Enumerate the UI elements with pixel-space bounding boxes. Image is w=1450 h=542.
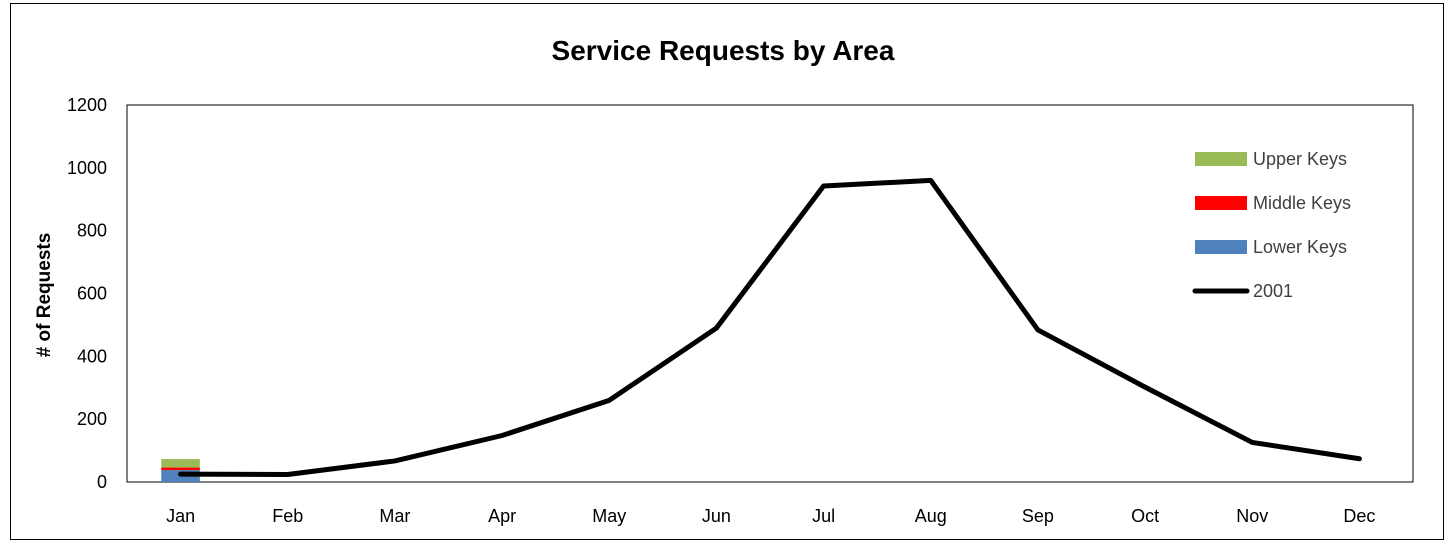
y-tick-label: 400	[77, 346, 107, 366]
x-tick-label: Nov	[1236, 506, 1268, 526]
x-tick-label: May	[592, 506, 626, 526]
y-tick-label: 1000	[67, 158, 107, 178]
x-tick-label: Mar	[379, 506, 410, 526]
legend-swatch	[1195, 152, 1247, 166]
x-tick-label: Sep	[1022, 506, 1054, 526]
legend-label: 2001	[1253, 281, 1293, 301]
x-axis-ticks: Jan Feb Mar Apr May Jun Jul Aug Sep Oct Nov Dec	[166, 506, 1375, 526]
legend: Upper Keys Middle Keys Lower Keys 2001	[1192, 149, 1351, 301]
legend-swatch	[1195, 240, 1247, 254]
x-tick-label: Jul	[812, 506, 835, 526]
y-axis-ticks: 0 200 400 600 800 1000 1200	[67, 95, 107, 492]
y-tick-label: 0	[97, 472, 107, 492]
x-tick-label: Jun	[702, 506, 731, 526]
y-tick-label: 200	[77, 409, 107, 429]
legend-swatch	[1195, 196, 1247, 210]
series-line	[178, 177, 1362, 477]
y-tick-label: 1200	[67, 95, 107, 115]
legend-label: Middle Keys	[1253, 193, 1351, 213]
x-tick-label: Jan	[166, 506, 195, 526]
bar-segment	[161, 459, 200, 468]
y-tick-label: 600	[77, 284, 107, 304]
x-tick-label: Feb	[272, 506, 303, 526]
x-tick-label: Apr	[488, 506, 516, 526]
legend-label: Upper Keys	[1253, 149, 1347, 169]
x-tick-label: Oct	[1131, 506, 1159, 526]
x-tick-label: Dec	[1343, 506, 1375, 526]
y-axis-label: # of Requests	[34, 233, 55, 358]
chart-frame	[10, 3, 1444, 540]
x-tick-label: Aug	[915, 506, 947, 526]
y-tick-label: 800	[77, 221, 107, 241]
legend-label: Lower Keys	[1253, 237, 1347, 257]
bar-segment	[161, 467, 200, 471]
chart-title: Service Requests by Area	[552, 35, 895, 66]
stacked-bars	[161, 459, 200, 482]
line-series	[178, 177, 1362, 477]
plot-area	[126, 104, 1414, 483]
